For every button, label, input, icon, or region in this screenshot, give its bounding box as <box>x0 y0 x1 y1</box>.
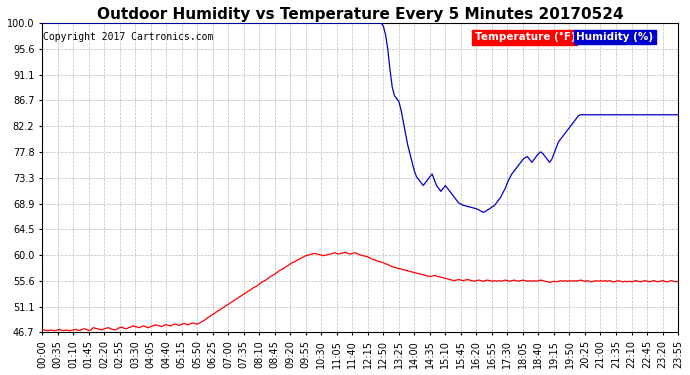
Text: Humidity (%): Humidity (%) <box>576 32 653 42</box>
Title: Outdoor Humidity vs Temperature Every 5 Minutes 20170524: Outdoor Humidity vs Temperature Every 5 … <box>97 7 623 22</box>
Text: Temperature (°F): Temperature (°F) <box>475 32 575 42</box>
Text: Copyright 2017 Cartronics.com: Copyright 2017 Cartronics.com <box>43 32 214 42</box>
